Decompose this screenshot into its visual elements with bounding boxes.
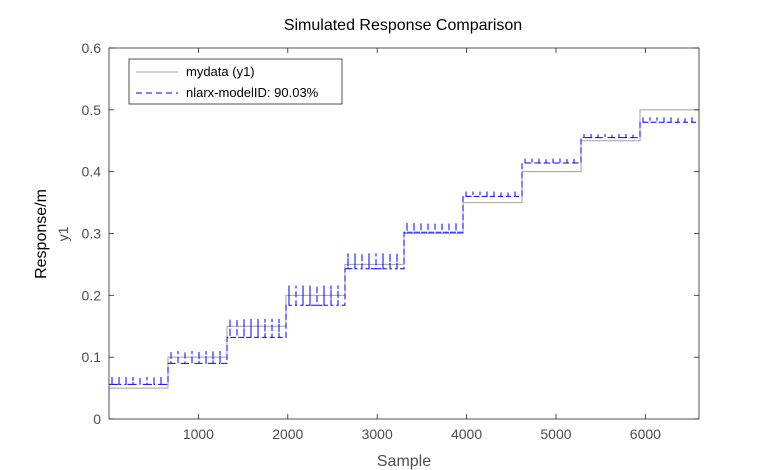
legend-label-model: nlarx-modelID: 90.03% bbox=[186, 85, 319, 100]
legend-label-mydata: mydata (y1) bbox=[186, 64, 255, 79]
x-axis-label: Sample bbox=[377, 453, 431, 470]
x-tick-label: 4000 bbox=[451, 426, 482, 442]
y-tick-label: 0.4 bbox=[82, 164, 102, 180]
y-tick-label: 0 bbox=[93, 411, 101, 427]
chart-title: Simulated Response Comparison bbox=[284, 17, 522, 34]
y-axis-label: Response/m bbox=[33, 189, 50, 279]
legend: mydata (y1) nlarx-modelID: 90.03% bbox=[128, 58, 343, 105]
x-tick-label: 1000 bbox=[183, 426, 214, 442]
y-axis-channel-label: y1 bbox=[55, 226, 71, 241]
y-tick-label: 0.1 bbox=[82, 349, 102, 365]
x-tick-label: 6000 bbox=[630, 426, 661, 442]
x-tick-label: 5000 bbox=[540, 426, 571, 442]
y-tick-label: 0.2 bbox=[82, 287, 102, 303]
y-tick-label: 0.6 bbox=[82, 40, 102, 56]
series-layer bbox=[109, 109, 699, 389]
y-tick-label: 0.3 bbox=[82, 226, 102, 242]
legend-box bbox=[128, 58, 343, 105]
x-tick-label: 2000 bbox=[272, 426, 303, 442]
x-tick-label: 3000 bbox=[362, 426, 393, 442]
series-line-nlarx-model bbox=[109, 117, 699, 385]
y-tick-label: 0.5 bbox=[82, 102, 102, 118]
tick-layer: 1000 2000 3000 4000 5000 6000 0 0.1 0.2 0.3 0.4 0.5… bbox=[82, 40, 699, 442]
